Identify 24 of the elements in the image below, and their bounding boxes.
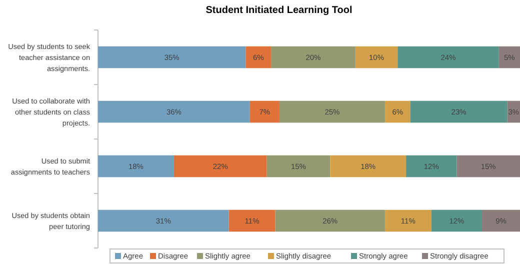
bar xyxy=(228,210,276,232)
bar xyxy=(482,210,520,232)
bar xyxy=(456,155,520,178)
bar xyxy=(98,100,250,123)
bar xyxy=(498,46,520,68)
bar xyxy=(384,100,410,123)
bar xyxy=(406,155,457,178)
bar xyxy=(275,210,385,232)
bar xyxy=(98,155,174,178)
bar xyxy=(384,210,432,232)
bar xyxy=(174,155,267,178)
bar xyxy=(250,100,280,123)
bar xyxy=(398,46,499,68)
bar xyxy=(98,46,246,68)
bar xyxy=(266,155,330,178)
bar xyxy=(330,155,406,178)
bar xyxy=(279,100,385,123)
bar xyxy=(271,46,356,68)
chart-title: Student Initiated Learning Tool xyxy=(206,5,352,16)
bar xyxy=(98,210,229,232)
bar xyxy=(431,210,482,232)
bar xyxy=(410,100,508,123)
bar xyxy=(246,46,272,68)
bar xyxy=(355,46,398,68)
